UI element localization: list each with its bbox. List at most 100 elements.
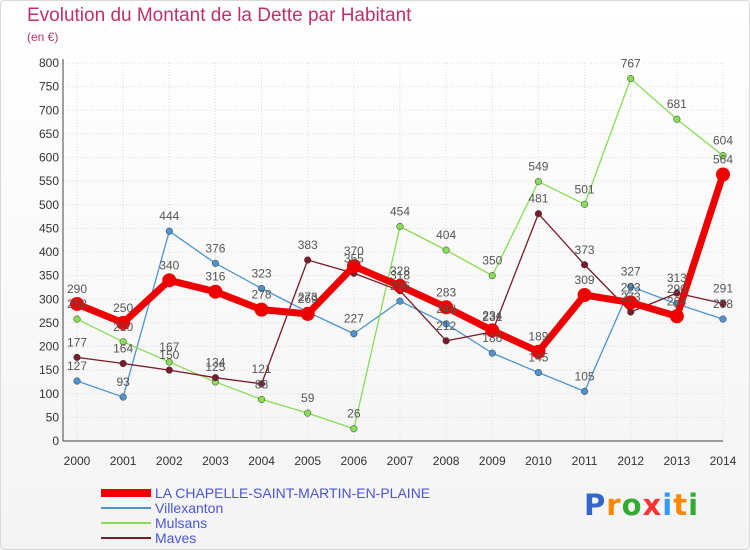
data-label: 327 bbox=[621, 264, 641, 278]
logo-letter: x bbox=[642, 488, 663, 522]
legend-swatch bbox=[101, 507, 151, 509]
data-point bbox=[350, 330, 358, 338]
chart-series bbox=[70, 75, 730, 433]
data-point bbox=[165, 227, 173, 235]
logo-letter: o bbox=[621, 488, 643, 522]
data-label: 564 bbox=[713, 153, 733, 167]
data-label: 370 bbox=[344, 244, 364, 258]
x-tick-label: 2013 bbox=[664, 454, 691, 468]
y-tick-label: 200 bbox=[39, 340, 59, 354]
data-label: 269 bbox=[298, 292, 318, 306]
data-point bbox=[581, 261, 589, 269]
y-tick-label: 250 bbox=[39, 316, 59, 330]
y-tick-label: 300 bbox=[39, 292, 59, 306]
data-point bbox=[119, 393, 127, 401]
data-label: 444 bbox=[159, 209, 179, 223]
data-label: 186 bbox=[482, 331, 502, 345]
data-point bbox=[719, 315, 727, 323]
data-point bbox=[627, 282, 635, 291]
legend-label: Maves bbox=[155, 530, 197, 546]
data-label: 549 bbox=[528, 160, 548, 174]
data-point bbox=[673, 115, 681, 123]
data-point bbox=[581, 200, 589, 208]
data-label: 127 bbox=[67, 359, 87, 373]
data-label: 231 bbox=[482, 310, 502, 324]
data-point bbox=[70, 296, 84, 311]
data-point bbox=[396, 222, 404, 231]
data-label: 681 bbox=[667, 97, 687, 111]
y-tick-label: 500 bbox=[39, 198, 59, 212]
data-label: 88 bbox=[255, 377, 269, 391]
data-label: 125 bbox=[205, 360, 225, 374]
data-point bbox=[73, 377, 81, 385]
data-label: 26 bbox=[347, 407, 361, 421]
y-tick-label: 600 bbox=[39, 151, 59, 165]
data-label: 355 bbox=[344, 251, 364, 265]
y-tick-label: 400 bbox=[39, 245, 59, 259]
y-tick-label: 800 bbox=[39, 56, 59, 70]
data-label: 316 bbox=[205, 270, 225, 284]
data-label: 167 bbox=[159, 340, 179, 354]
legend-swatch bbox=[101, 522, 151, 524]
y-tick-label: 150 bbox=[39, 363, 59, 377]
data-point bbox=[488, 349, 496, 357]
chart-title: Evolution du Montant de la Dette par Hab… bbox=[27, 5, 412, 26]
y-tick-label: 350 bbox=[39, 269, 59, 283]
data-label: 177 bbox=[67, 335, 87, 349]
x-tick-label: 2000 bbox=[64, 454, 91, 468]
data-point bbox=[716, 167, 730, 182]
data-label: 373 bbox=[575, 243, 595, 257]
data-label: 404 bbox=[436, 228, 456, 242]
data-point bbox=[534, 178, 542, 186]
data-point bbox=[623, 295, 638, 310]
data-point bbox=[442, 337, 450, 345]
data-point bbox=[393, 279, 407, 294]
y-tick-label: 550 bbox=[39, 174, 59, 188]
data-point bbox=[162, 273, 177, 288]
x-tick-label: 2003 bbox=[202, 454, 229, 468]
x-tick-label: 2014 bbox=[710, 454, 737, 468]
data-point bbox=[442, 320, 450, 328]
chart-grid bbox=[63, 62, 724, 442]
series-2 bbox=[73, 75, 727, 433]
data-label: 210 bbox=[113, 320, 133, 334]
data-label: 164 bbox=[113, 342, 133, 356]
data-label: 145 bbox=[528, 350, 548, 364]
data-label: 323 bbox=[252, 266, 272, 280]
data-label: 318 bbox=[390, 269, 410, 283]
data-label: 212 bbox=[436, 319, 456, 333]
y-tick-label: 50 bbox=[46, 410, 60, 424]
data-point bbox=[211, 374, 219, 382]
data-label: 105 bbox=[575, 369, 595, 383]
data-label: 258 bbox=[713, 297, 733, 311]
data-point bbox=[119, 359, 127, 368]
x-tick-label: 2010 bbox=[525, 454, 552, 468]
data-label: 121 bbox=[252, 362, 272, 376]
y-tick-label: 0 bbox=[52, 434, 59, 448]
data-point bbox=[119, 338, 127, 346]
data-label: 481 bbox=[528, 192, 548, 206]
logo-letter: t bbox=[673, 488, 689, 522]
y-tick-label: 750 bbox=[39, 80, 59, 94]
data-label: 278 bbox=[252, 288, 272, 302]
data-point bbox=[73, 315, 81, 323]
data-label: 227 bbox=[344, 312, 364, 326]
legend-label: Mulsans bbox=[155, 515, 208, 531]
data-point bbox=[439, 300, 454, 315]
data-point bbox=[304, 409, 312, 417]
proxiti-logo: Proxiti bbox=[584, 488, 699, 522]
data-point bbox=[396, 297, 404, 305]
series-line bbox=[76, 77, 724, 430]
logo-letter: r bbox=[606, 488, 622, 522]
x-tick-label: 2006 bbox=[341, 454, 368, 468]
data-label: 454 bbox=[390, 204, 410, 218]
y-tick-label: 700 bbox=[39, 103, 59, 117]
legend-swatch bbox=[101, 489, 151, 497]
data-point bbox=[73, 353, 81, 361]
y-tick-label: 100 bbox=[39, 387, 59, 401]
series-1 bbox=[73, 227, 727, 401]
data-point bbox=[208, 284, 223, 299]
